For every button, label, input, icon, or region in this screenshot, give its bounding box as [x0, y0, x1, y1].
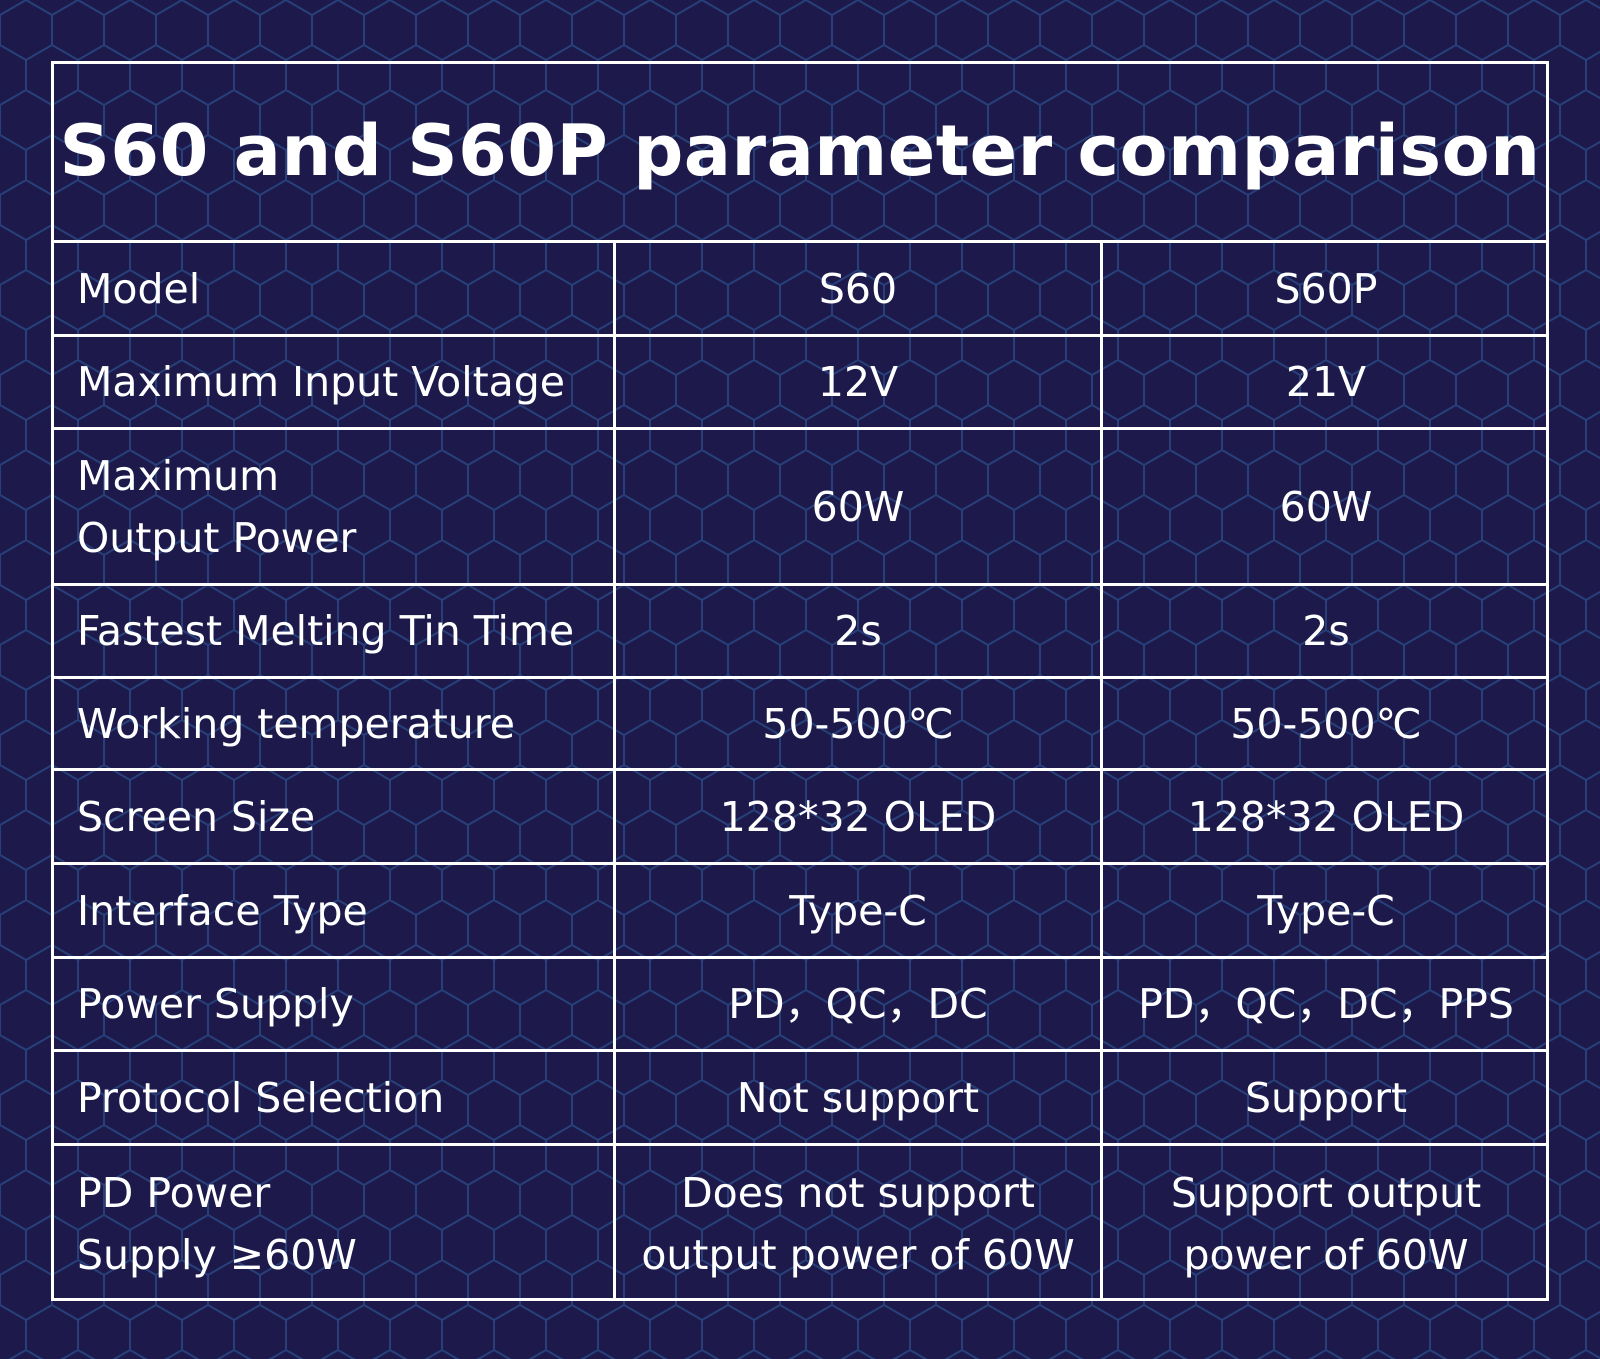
table-cell: Maximum Input Voltage [51, 334, 613, 427]
cell-text: 128*32 OLED [719, 792, 997, 841]
table-cell: Type-C [613, 862, 1100, 956]
table-cell: S60 [613, 240, 1100, 334]
cell-text: 2s [834, 607, 882, 655]
cell-text: 21V [1285, 358, 1367, 406]
cell-text: Maximum [77, 451, 280, 500]
title: S60 and S60P parameter comparison [59, 109, 1541, 192]
cell-text: Working temperature [77, 699, 515, 748]
cell-text: power of 60W [1183, 1230, 1469, 1279]
table-cell: PD，QC，DC，PPS [1100, 956, 1549, 1049]
table-cell: 2s [1100, 583, 1549, 676]
cell-text: PD，QC，DC [728, 980, 988, 1028]
cell-text: S60P [1274, 264, 1378, 313]
table-cell: PD，QC，DC [613, 956, 1100, 1049]
cell-text: Type-C [789, 886, 927, 935]
cell-text: Supply ≥60W [77, 1230, 357, 1279]
cell-text: S60 [818, 264, 898, 313]
table-cell: Maximum Output Power [51, 427, 613, 583]
table-cell: Screen Size [51, 768, 613, 862]
table-cell: S60P [1100, 240, 1549, 334]
cell-text: Interface Type [77, 886, 368, 935]
cell-text: 60W [1279, 482, 1373, 531]
cell-text: Type-C [1257, 886, 1395, 935]
cell-text: 2s [1302, 607, 1350, 655]
cell-text: Not support [736, 1073, 980, 1122]
cell-text: PD Power [77, 1168, 271, 1217]
table-cell: 128*32 OLED [613, 768, 1100, 862]
table-cell: Type-C [1100, 862, 1549, 956]
table-cell: 21V [1100, 334, 1549, 427]
cell-text: Fastest Melting Tin Time [77, 607, 575, 655]
cell-text: 60W [811, 482, 905, 531]
cell-text: 128*32 OLED [1187, 792, 1465, 841]
table-cell: Working temperature [51, 676, 613, 768]
table-cell: 2s [613, 583, 1100, 676]
table-cell: Protocol Selection [51, 1049, 613, 1143]
cell-text: Model [77, 264, 201, 313]
table-cell: PD Power Supply ≥60W [51, 1143, 613, 1301]
cell-text: Support output [1170, 1168, 1482, 1217]
cell-text: Screen Size [77, 792, 316, 841]
table-cell: 12V [613, 334, 1100, 427]
cell-text: Protocol Selection [77, 1073, 445, 1122]
cell-text: Maximum Input Voltage [77, 358, 566, 406]
table-cell: 50-500℃ [1100, 676, 1549, 768]
table-cell: 60W [613, 427, 1100, 583]
cell-text: Does not support [681, 1168, 1035, 1217]
table-cell: Interface Type [51, 862, 613, 956]
cell-text: PD，QC，DC，PPS [1138, 980, 1514, 1028]
table-cell: Fastest Melting Tin Time [51, 583, 613, 676]
cell-text: Support [1244, 1073, 1408, 1122]
table-cell: 60W [1100, 427, 1549, 583]
cell-text: output power of 60W [641, 1230, 1075, 1279]
table-cell: Not support [613, 1049, 1100, 1143]
table-cell: Support [1100, 1049, 1549, 1143]
table-cell: 50-500℃ [613, 676, 1100, 768]
cell-text: 50-500℃ [1230, 699, 1422, 748]
cell-text: 50-500℃ [762, 699, 954, 748]
cell-text: Power Supply [77, 980, 354, 1028]
cell-text: Output Power [77, 513, 357, 562]
table-cell: Support output power of 60W [1100, 1143, 1549, 1301]
table-cell: Model [51, 240, 613, 334]
table-cell: Power Supply [51, 956, 613, 1049]
table-cell: 128*32 OLED [1100, 768, 1549, 862]
table-frame [51, 61, 1549, 1301]
table-cell: Does not support output power of 60W [613, 1143, 1100, 1301]
cell-text: 12V [817, 358, 899, 406]
